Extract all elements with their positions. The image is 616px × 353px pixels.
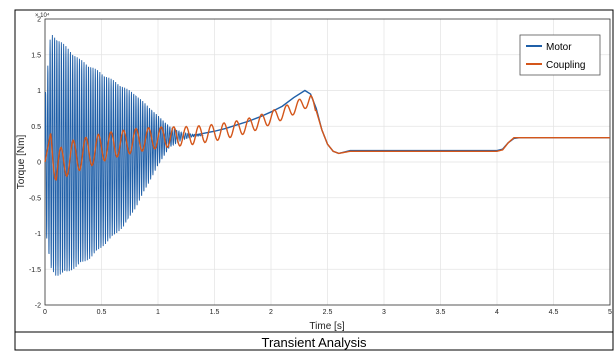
x-tick-label: 0 bbox=[43, 309, 47, 316]
y-tick-label: 0 bbox=[37, 160, 41, 167]
x-tick-label: 2.5 bbox=[323, 309, 333, 316]
y-tick-label: 1.5 bbox=[31, 52, 41, 59]
y-tick-label: -1 bbox=[35, 231, 41, 238]
y-tick-label: 1 bbox=[37, 88, 41, 95]
x-tick-label: 4 bbox=[495, 309, 499, 316]
x-tick-label: 4.5 bbox=[549, 309, 559, 316]
x-tick-label: 0.5 bbox=[97, 309, 107, 316]
legend-label-motor: Motor bbox=[546, 42, 572, 53]
x-tick-label: 3 bbox=[382, 309, 386, 316]
coupling-line bbox=[44, 94, 610, 181]
x-axis-ticks: 0 0.5 1 1.5 2 2.5 3 3.5 4 4.5 5 bbox=[43, 309, 612, 316]
y-tick-label: -0.5 bbox=[29, 195, 41, 202]
motor-oscillation bbox=[44, 35, 204, 276]
y-axis-label: Torque [Nm] bbox=[16, 135, 27, 190]
series-lines bbox=[44, 89, 610, 181]
legend: Motor Coupling bbox=[519, 34, 601, 76]
y-tick-label: 0.5 bbox=[31, 124, 41, 131]
motor-oscillation-path bbox=[44, 35, 204, 276]
legend-label-coupling: Coupling bbox=[546, 60, 585, 71]
legend-box bbox=[519, 34, 601, 76]
figure-caption: Transient Analysis bbox=[261, 335, 367, 350]
y-axis-ticks: -2 -1.5 -1 -0.5 0 0.5 1 1.5 2 bbox=[29, 17, 41, 310]
y-tick-label: -2 bbox=[35, 303, 41, 310]
y-exponent-label: × 10⁴ bbox=[35, 12, 50, 19]
x-tick-label: 2 bbox=[269, 309, 273, 316]
y-tick-label: -1.5 bbox=[29, 267, 41, 274]
x-tick-label: 3.5 bbox=[436, 309, 446, 316]
x-axis-label: Time [s] bbox=[309, 321, 344, 332]
x-tick-label: 1 bbox=[156, 309, 160, 316]
x-tick-label: 5 bbox=[608, 309, 612, 316]
x-tick-label: 1.5 bbox=[210, 309, 220, 316]
y-tick-label: 2 bbox=[37, 17, 41, 24]
